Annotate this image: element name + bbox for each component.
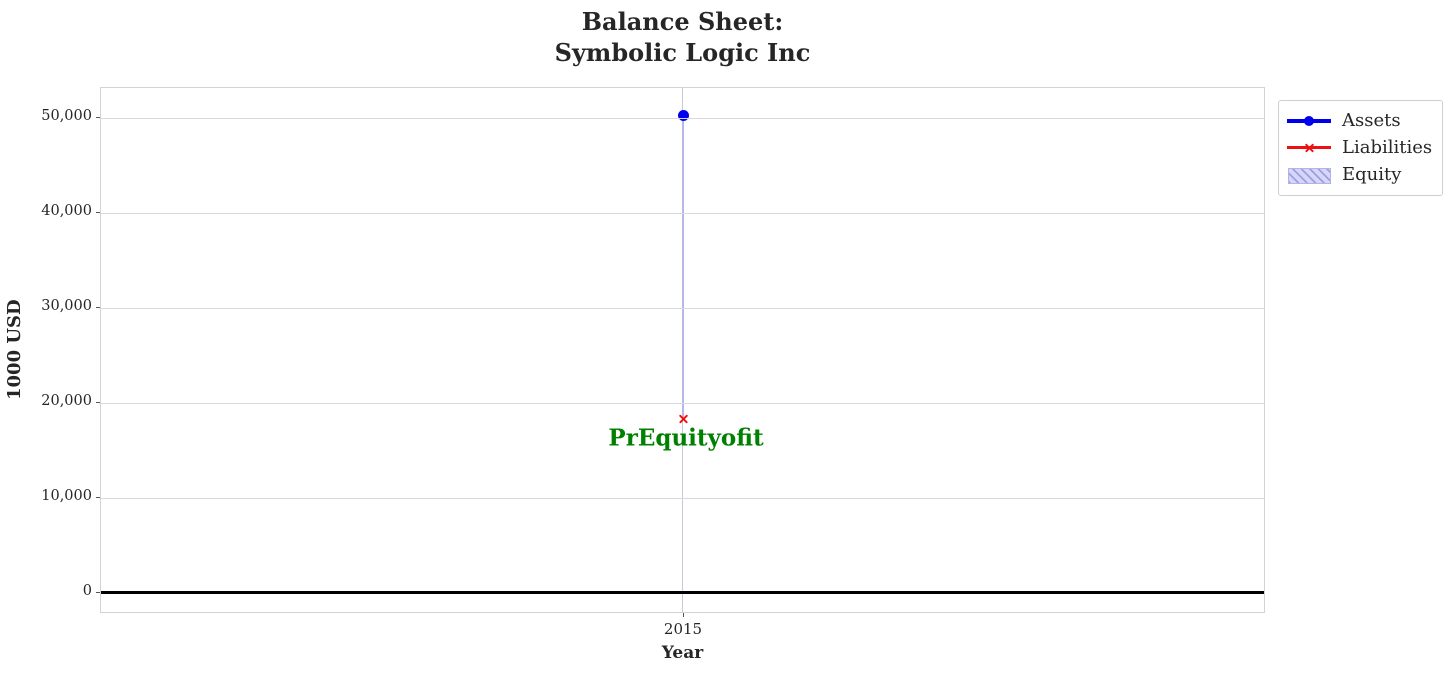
y-tick-mark-20000 — [96, 402, 100, 404]
legend-item-liabilities: Liabilities — [1287, 134, 1434, 161]
y-tick-mark-50000 — [96, 117, 100, 119]
y-tick-mark-30000 — [96, 307, 100, 309]
legend-label-assets: Assets — [1342, 110, 1401, 131]
legend: Assets Liabilities Equity — [1278, 100, 1443, 196]
gridline-h-40000 — [101, 213, 1264, 214]
liabilities-line-swatch-icon — [1287, 140, 1331, 156]
y-tick-label-10000: 10,000 — [41, 488, 92, 504]
x-tick-label-2015: 2015 — [663, 620, 703, 638]
gridline-h-20000 — [101, 403, 1264, 404]
legend-label-liabilities: Liabilities — [1342, 137, 1433, 158]
y-tick-label-40000: 40,000 — [41, 203, 92, 219]
gridline-h-50000 — [101, 118, 1264, 119]
assets-data-point — [678, 109, 689, 121]
annotation-text: PrEquityofit — [608, 424, 764, 452]
y-tick-label-30000: 30,000 — [41, 298, 92, 314]
legend-item-equity: Equity — [1287, 161, 1434, 188]
y-tick-label-20000: 20,000 — [41, 393, 92, 409]
zero-baseline — [101, 591, 1264, 594]
y-tick-mark-10000 — [96, 497, 100, 499]
legend-label-equity: Equity — [1342, 164, 1402, 185]
gridline-h-30000 — [101, 308, 1264, 309]
legend-item-assets: Assets — [1287, 107, 1434, 134]
x-axis-label: Year — [661, 643, 704, 663]
equity-area-segment — [681, 115, 684, 420]
y-tick-mark-0 — [96, 592, 100, 594]
equity-hatch-swatch-icon — [1287, 167, 1331, 184]
y-tick-label-50000: 50,000 — [41, 108, 92, 124]
plot-area: PrEquityofit — [100, 87, 1265, 613]
y-axis-label: 1000 USD — [4, 299, 25, 401]
gridline-h-10000 — [101, 498, 1264, 499]
y-tick-mark-40000 — [96, 212, 100, 214]
chart-title: Balance Sheet: Symbolic Logic Inc — [554, 7, 811, 67]
y-tick-label-0: 0 — [82, 583, 92, 599]
x-tick-mark — [682, 613, 684, 617]
assets-line-swatch-icon — [1287, 113, 1331, 129]
liabilities-data-point — [678, 414, 689, 425]
